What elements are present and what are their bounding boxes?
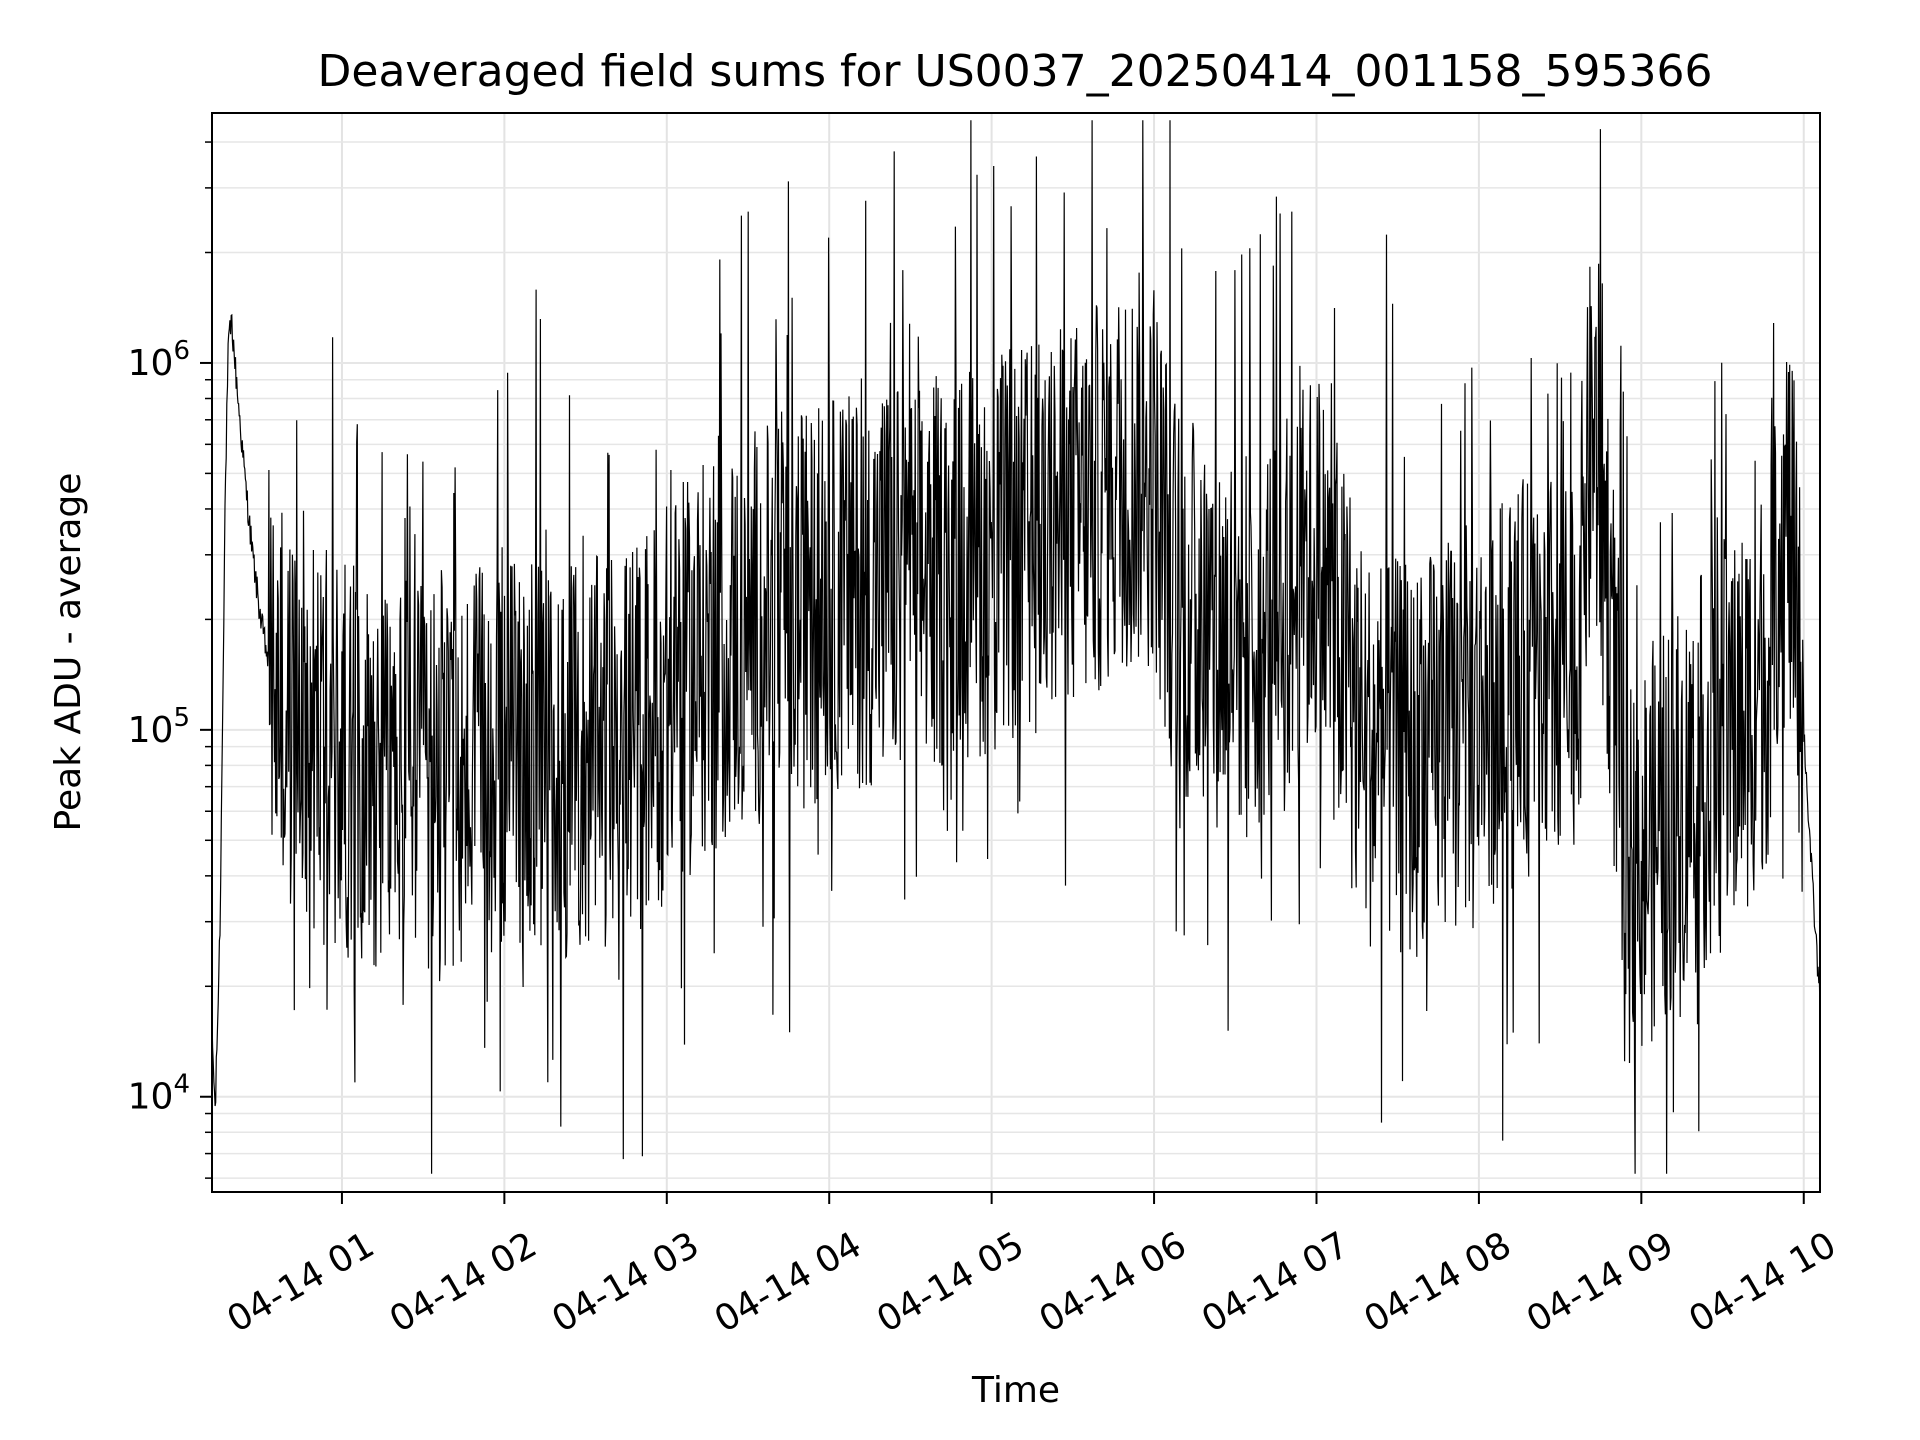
chart-title: Deaveraged field sums for US0037_2025041… <box>318 46 1713 97</box>
y-tick-exponent: 4 <box>173 1070 190 1100</box>
y-tick-label: 106 <box>128 336 190 384</box>
y-tick-label: 105 <box>128 703 190 751</box>
plot-frame <box>211 112 1821 1193</box>
y-tick-exponent: 5 <box>173 703 190 733</box>
series-line <box>212 120 1820 1174</box>
y-tick-label: 104 <box>128 1070 190 1118</box>
y-tick-exponent: 6 <box>173 336 190 366</box>
plot-area <box>212 120 1820 1174</box>
y-tick-base: 10 <box>128 710 174 751</box>
x-axis-label: Time <box>971 1370 1060 1411</box>
y-tick-base: 10 <box>128 343 174 384</box>
y-tick-base: 10 <box>128 1077 174 1118</box>
y-axis-label: Peak ADU - average <box>48 473 89 832</box>
